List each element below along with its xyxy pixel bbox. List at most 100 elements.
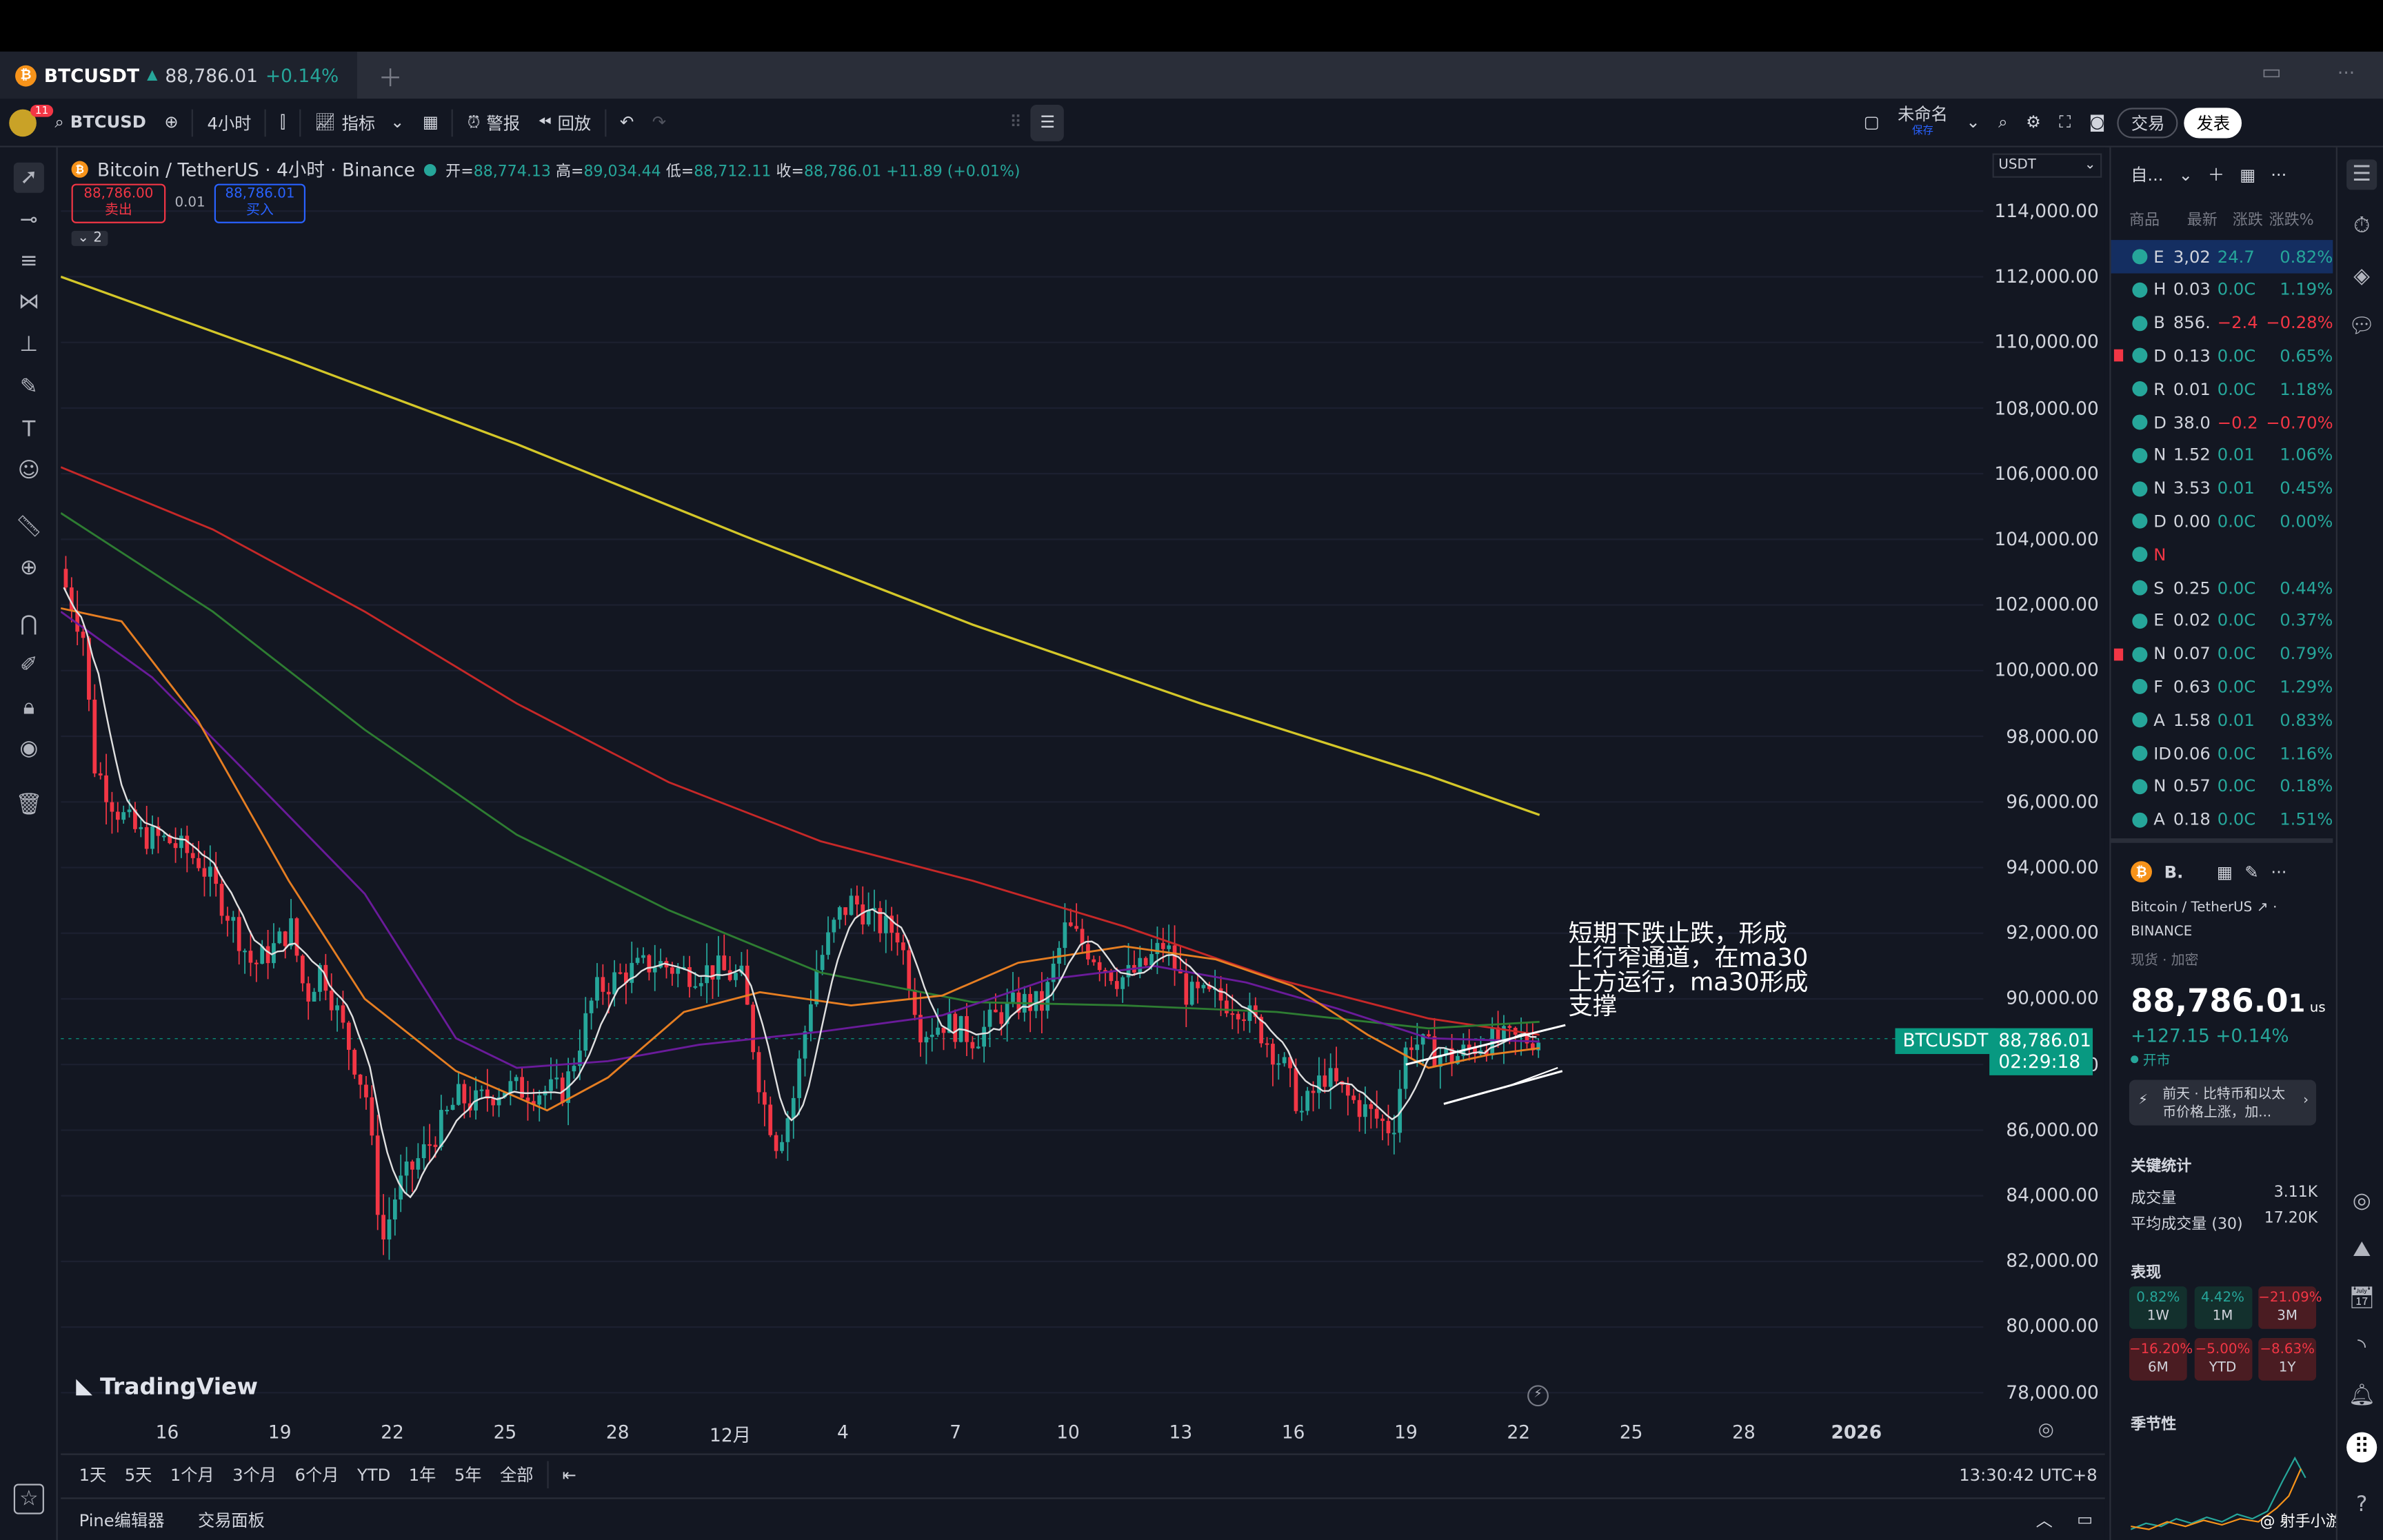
interval-button[interactable]: 4小时 bbox=[207, 113, 252, 133]
col-last[interactable]: 最新 bbox=[2186, 212, 2218, 230]
chevron-down-icon[interactable]: ⌄ bbox=[2178, 165, 2193, 185]
news-card[interactable]: ⚡︎ 前天 · 比特币和以太币价格上涨，加... › bbox=[2129, 1080, 2317, 1126]
price-axis[interactable]: USDT ⌄ 114,000.00 112,000.00 110,000.00 108,… bbox=[1895, 148, 2104, 1450]
watchlist-row[interactable]: A 1.58 0.01 0.83% bbox=[2111, 703, 2333, 736]
performance-box[interactable]: 4.42% 1M bbox=[2193, 1286, 2252, 1329]
help-icon[interactable]: ? bbox=[2355, 1492, 2368, 1517]
window-layout-icon[interactable]: ▭ bbox=[2261, 61, 2282, 85]
watchlist-row[interactable]: ID 0.06 0.0C 1.16% bbox=[2111, 737, 2333, 770]
watchlist-icon[interactable]: ☰ bbox=[2346, 159, 2377, 190]
chevron-up-icon[interactable]: ︿ bbox=[2035, 1510, 2053, 1530]
new-tab-plus-icon[interactable]: ＋ bbox=[378, 63, 403, 92]
watchlist-row[interactable]: D 0.13 0.0C 0.65% bbox=[2111, 339, 2333, 372]
alerts-clock-icon[interactable]: ⏱︎ bbox=[2353, 214, 2371, 239]
watchlist-row[interactable]: N 0.07 0.0C 0.79% bbox=[2111, 637, 2333, 670]
axis-settings-icon[interactable]: ◎ bbox=[2038, 1418, 2054, 1440]
quick-search-icon[interactable]: ⌕ bbox=[1998, 111, 2008, 132]
projection-icon[interactable]: ⊥ bbox=[19, 332, 39, 357]
watchlist-row[interactable]: F 0.63 0.0C 1.29% bbox=[2111, 670, 2333, 703]
watchlist-row[interactable]: N 3.53 0.01 0.45% bbox=[2111, 472, 2333, 505]
drag-handle-icon[interactable]: ⠿ bbox=[1009, 112, 1022, 132]
eye-icon[interactable]: ◉ bbox=[19, 736, 39, 761]
col-change[interactable]: 涨跌 bbox=[2232, 212, 2263, 230]
tab-pine-editor[interactable]: Pine编辑器 bbox=[79, 1510, 165, 1530]
watchlist-layout-icon[interactable]: ▦ bbox=[2240, 165, 2256, 185]
chart-annotation[interactable]: 短期下跌止跌，形成 上行窄通道，在ma30 上方运行，ma30形成 支撑 bbox=[1569, 921, 1809, 1019]
replay-button[interactable]: ⏪︎ 回放 bbox=[529, 98, 600, 147]
chat-icon[interactable]: 💬︎ bbox=[2348, 314, 2375, 339]
calendar-icon[interactable]: 📅︎ bbox=[2348, 1286, 2375, 1311]
watchlist-row[interactable]: S 0.25 0.0C 0.44% bbox=[2111, 571, 2333, 604]
range-all[interactable]: 全部 bbox=[499, 1466, 534, 1486]
camera-icon[interactable]: ◙ bbox=[2089, 112, 2106, 132]
watchlist-row[interactable]: H 0.03 0.0C 1.19% bbox=[2111, 273, 2333, 306]
redo-icon[interactable]: ↷ bbox=[652, 112, 667, 132]
layout-name-button[interactable]: 未命名 保存 bbox=[1889, 98, 1957, 147]
add-symbol-plus-icon[interactable]: ＋ bbox=[2207, 165, 2225, 185]
range-1m[interactable]: 1个月 bbox=[170, 1466, 214, 1486]
layers-icon[interactable]: ◈ bbox=[2353, 264, 2371, 289]
target-icon[interactable]: ◎ bbox=[2352, 1189, 2371, 1214]
performance-box[interactable]: 0.82% 1W bbox=[2129, 1286, 2187, 1329]
candle-type-icon[interactable]: ⫿ bbox=[280, 111, 286, 132]
signal-icon[interactable]: ◝ bbox=[2357, 1335, 2366, 1359]
menu-lines-icon[interactable]: ☰ bbox=[1031, 103, 1065, 141]
watchlist-row[interactable]: B 856. −2.4 −0.28% bbox=[2111, 306, 2333, 339]
trash-icon[interactable]: 🗑︎ bbox=[15, 793, 43, 818]
price-chart-svg[interactable] bbox=[60, 148, 2105, 1450]
magnet-icon[interactable]: ⋂ bbox=[20, 611, 38, 637]
date-range-icon[interactable]: ⇤ bbox=[562, 1464, 576, 1485]
alert-button[interactable]: ⏰︎ 警报 bbox=[458, 98, 529, 147]
watchlist-row[interactable]: N 0.57 0.0C 0.18% bbox=[2111, 770, 2333, 803]
external-link-icon[interactable]: ↗ bbox=[2256, 900, 2269, 916]
col-change-pct[interactable]: 涨跌% bbox=[2269, 212, 2314, 230]
more-icon[interactable]: ··· bbox=[2271, 165, 2287, 185]
clock[interactable]: 13:30:42 UTC+8 bbox=[1959, 1464, 2098, 1485]
fullscreen-icon[interactable]: ⛶ bbox=[2059, 111, 2071, 132]
emoji-icon[interactable]: ☺ bbox=[17, 458, 40, 483]
cursor-icon[interactable]: ➚ bbox=[13, 162, 44, 193]
zoom-in-icon[interactable]: ⊕ bbox=[19, 556, 38, 580]
range-5y[interactable]: 5年 bbox=[454, 1466, 482, 1486]
user-avatar[interactable]: 11 bbox=[0, 98, 53, 147]
pattern-icon[interactable]: ⋈ bbox=[18, 290, 40, 315]
range-3m[interactable]: 3个月 bbox=[232, 1466, 277, 1486]
fib-lines-icon[interactable]: ≡ bbox=[19, 249, 38, 274]
watchlist-row[interactable]: N 1.52 0.01 1.06% bbox=[2111, 438, 2333, 472]
performance-box[interactable]: −5.00% YTD bbox=[2193, 1338, 2252, 1381]
ruler-icon[interactable]: 📏︎ bbox=[15, 514, 43, 540]
compare-plus-icon[interactable]: ⊕ bbox=[164, 112, 179, 132]
watchlist-title[interactable]: 自... bbox=[2131, 165, 2164, 185]
performance-box[interactable]: −16.20% 6M bbox=[2129, 1338, 2193, 1381]
flag-icon[interactable] bbox=[2113, 349, 2124, 363]
indicator-collapse-button[interactable]: ⌄ 2 bbox=[71, 230, 108, 246]
watchlist-row[interactable]: N bbox=[2111, 538, 2333, 571]
range-1y[interactable]: 1年 bbox=[408, 1466, 436, 1486]
more-icon[interactable]: ··· bbox=[2271, 862, 2287, 882]
flag-icon[interactable] bbox=[2113, 647, 2124, 660]
detail-name[interactable]: Bitcoin / TetherUS bbox=[2131, 900, 2253, 916]
edit-icon[interactable]: ✎ bbox=[2244, 862, 2259, 882]
pencil-lock-icon[interactable]: ✐ bbox=[19, 653, 38, 678]
currency-select[interactable]: USDT ⌄ bbox=[1992, 153, 2102, 178]
more-icon[interactable]: ··· bbox=[2337, 62, 2355, 84]
col-symbol[interactable]: 商品 bbox=[2129, 212, 2160, 230]
watchlist-row[interactable]: A 0.18 0.0C 1.51% bbox=[2111, 803, 2333, 836]
trend-line-icon[interactable]: ⊸ bbox=[19, 207, 38, 233]
undo-icon[interactable]: ↶ bbox=[619, 112, 634, 132]
chevron-down-icon[interactable]: ⌄ bbox=[1966, 112, 1980, 132]
lightning-icon[interactable]: ⚡︎ bbox=[1527, 1385, 1549, 1407]
bell-icon[interactable]: 🔔︎ bbox=[2348, 1384, 2375, 1408]
templates-grid-icon[interactable]: ▦ bbox=[422, 112, 439, 132]
trade-button[interactable]: 交易 bbox=[2118, 107, 2179, 138]
lock-icon[interactable]: 🔒︎ bbox=[23, 696, 35, 720]
ideas-icon[interactable]: ⛰︎ bbox=[2353, 1237, 2371, 1262]
legend-title[interactable]: Bitcoin / TetherUS · 4小时 · Binance bbox=[97, 159, 416, 181]
settings-gear-icon[interactable]: ⚙ bbox=[2026, 112, 2041, 132]
range-6m[interactable]: 6个月 bbox=[294, 1466, 339, 1486]
buy-button[interactable]: 88,786.01 买入 bbox=[214, 183, 306, 223]
watchlist-row[interactable]: E 3,02 24.7 0.82% bbox=[2111, 240, 2333, 274]
maximize-icon[interactable]: ▭ bbox=[2077, 1509, 2093, 1530]
grid-icon[interactable]: ▦ bbox=[2216, 862, 2233, 882]
performance-box[interactable]: −21.09% 3M bbox=[2258, 1286, 2322, 1329]
